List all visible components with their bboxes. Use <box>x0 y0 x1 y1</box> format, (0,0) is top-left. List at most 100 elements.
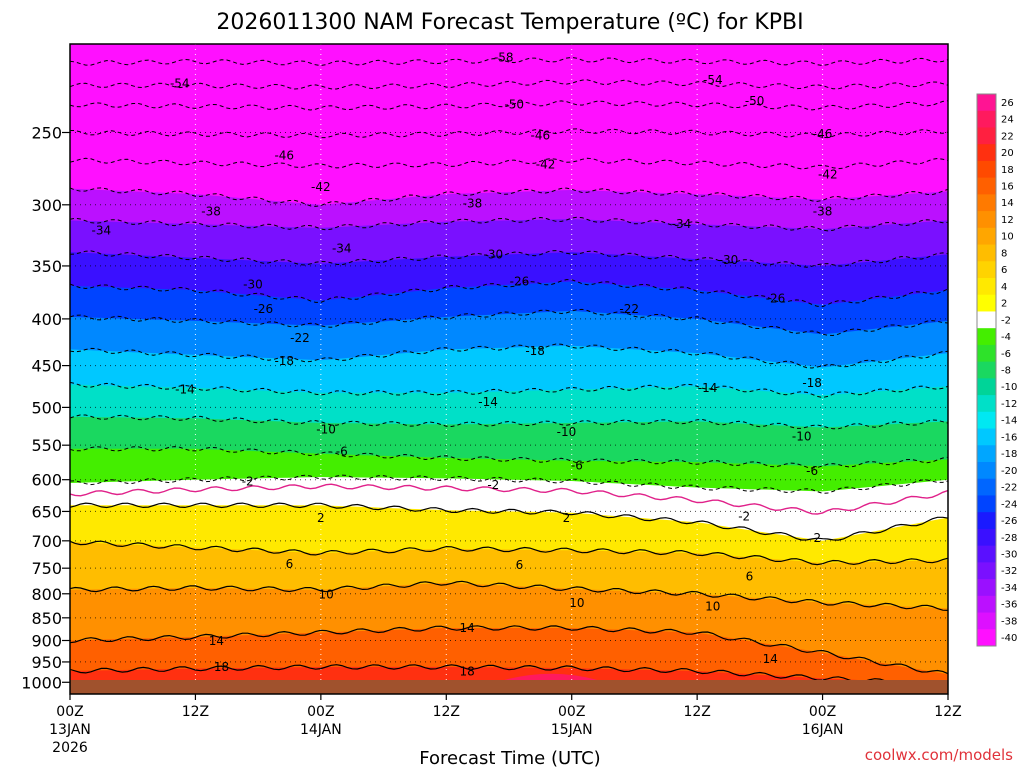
source-credit: coolwx.com/models <box>865 746 1013 764</box>
isotherm-label: -38 <box>813 204 833 218</box>
isotherm-line <box>70 483 948 515</box>
colorbar-swatch <box>977 127 996 145</box>
colorbar-swatch <box>977 579 996 597</box>
isotherm-label: -50 <box>745 94 765 108</box>
colorbar-swatch <box>977 227 996 246</box>
colorbar-swatch <box>977 144 996 162</box>
colorbar-swatch <box>977 545 996 563</box>
colorbar-label: 22 <box>1001 131 1014 142</box>
isotherm-label: -14 <box>698 381 718 395</box>
colorbar-label: -6 <box>1001 349 1011 360</box>
colorbar-frame <box>976 93 997 647</box>
isotherm-label: -26 <box>254 302 274 316</box>
gridlines <box>70 44 948 680</box>
isotherm-label: -42 <box>311 180 331 194</box>
isotherm-line <box>70 250 948 268</box>
colorbar-swatch <box>977 160 996 179</box>
isotherm-label: -10 <box>792 429 812 443</box>
colorbar-label: -14 <box>1001 416 1017 427</box>
y-tick-label: 350 <box>31 257 62 276</box>
x-tick-label: 00Z <box>558 704 585 720</box>
isotherm-label: -10 <box>557 425 577 439</box>
y-tick-label: 750 <box>31 559 62 578</box>
isotherm-label: -10 <box>316 423 336 437</box>
isotherm-line <box>70 100 948 111</box>
isotherm-line <box>70 446 948 469</box>
y-tick-label: 600 <box>31 471 62 490</box>
colorbar-swatch <box>977 595 996 614</box>
isotherm-label: -6 <box>336 445 348 459</box>
isotherm-label: 2 <box>317 511 325 525</box>
y-tick-label: 550 <box>31 436 62 455</box>
isotherm-line <box>70 187 948 207</box>
y-tick-label: 450 <box>31 357 62 376</box>
isotherm-label: -38 <box>463 196 483 210</box>
isotherm-label: -18 <box>274 354 294 368</box>
colorbar-swatch <box>977 177 996 195</box>
colorbar-swatch <box>977 445 996 463</box>
colorbar-label: -32 <box>1001 566 1017 577</box>
isotherm-label: 10 <box>569 596 584 610</box>
colorbar-swatch <box>977 478 996 496</box>
y-tick-label: 400 <box>31 310 62 329</box>
color-scale-legend: 26 24 22 20 18 16 14 12 10 8 6 4 2 -2 -4 -6 -8 -10 -12 -14 -… <box>976 93 1017 647</box>
colorbar-label: -20 <box>1001 466 1017 477</box>
isotherm-label: -30 <box>243 278 263 292</box>
colorbar-swatch <box>977 344 996 363</box>
x-tick-date: 15JAN <box>551 722 593 738</box>
colorbar-swatch <box>977 94 996 112</box>
isotherm-line <box>70 128 948 139</box>
colorbar-label: -16 <box>1001 432 1017 443</box>
x-axis-label: Forecast Time (UTC) <box>419 748 600 768</box>
temperature-fill-field <box>70 44 948 680</box>
colorbar-swatch <box>977 612 996 630</box>
colorbar-swatch <box>977 462 996 480</box>
isotherm-line <box>70 343 948 369</box>
colorbar-label: -36 <box>1001 600 1017 611</box>
colorbar-label: 24 <box>1001 115 1014 126</box>
y-tick-label: 500 <box>31 398 62 417</box>
colorbar-swatch <box>977 311 996 329</box>
colorbar-swatch <box>977 495 996 513</box>
isotherm-label: -14 <box>478 395 498 409</box>
colorbar-swatch <box>977 244 996 262</box>
isotherm-label: -46 <box>531 129 551 143</box>
isotherm-label: -26 <box>766 292 786 306</box>
colorbar-label: -26 <box>1001 516 1017 527</box>
x-tick-label: 12Z <box>433 704 460 720</box>
isotherm-label: 14 <box>763 652 778 666</box>
colorbar-label: -34 <box>1001 583 1017 594</box>
isotherm-label: -38 <box>201 204 221 218</box>
field-band <box>70 666 859 680</box>
isotherm-label: 6 <box>516 558 524 572</box>
y-tick-label: 650 <box>31 502 62 521</box>
y-tick-label: 250 <box>31 123 62 142</box>
colorbar-label: -30 <box>1001 550 1017 561</box>
y-tick-label: 850 <box>31 609 62 628</box>
y-tick-label: 950 <box>31 653 62 672</box>
time-axis: 00Z 13JAN 2026 12Z 00Z 14JAN 12Z 00Z 15JAN 12Z 00Z… <box>49 694 962 756</box>
colorbar-label: -38 <box>1001 616 1017 627</box>
isotherm-label: 2 <box>563 511 571 525</box>
isotherm-line <box>70 381 948 399</box>
colorbar-label: -28 <box>1001 533 1017 544</box>
x-tick-date: 13JAN <box>49 722 91 738</box>
colorbar-label: -18 <box>1001 449 1017 460</box>
isotherm-label: -34 <box>92 223 112 237</box>
colorbar-label: -10 <box>1001 382 1017 393</box>
colorbar-label: -22 <box>1001 483 1017 494</box>
colorbar-label: -40 <box>1001 633 1017 644</box>
isotherm-line <box>70 502 948 541</box>
x-tick-year: 2026 <box>52 740 88 756</box>
isotherm-label: -2 <box>487 478 499 492</box>
isotherm-label: -54 <box>170 77 190 91</box>
colorbar-label: 16 <box>1001 182 1014 193</box>
isotherm-label: -14 <box>175 383 195 397</box>
ground-surface <box>70 680 948 694</box>
isotherm-label: 10 <box>705 599 720 613</box>
isotherm-label: -42 <box>818 168 838 182</box>
colorbar-swatch <box>977 512 996 530</box>
isotherm-label: 2 <box>814 531 822 545</box>
x-tick-label: 00Z <box>809 704 836 720</box>
isotherm-line <box>70 474 948 494</box>
